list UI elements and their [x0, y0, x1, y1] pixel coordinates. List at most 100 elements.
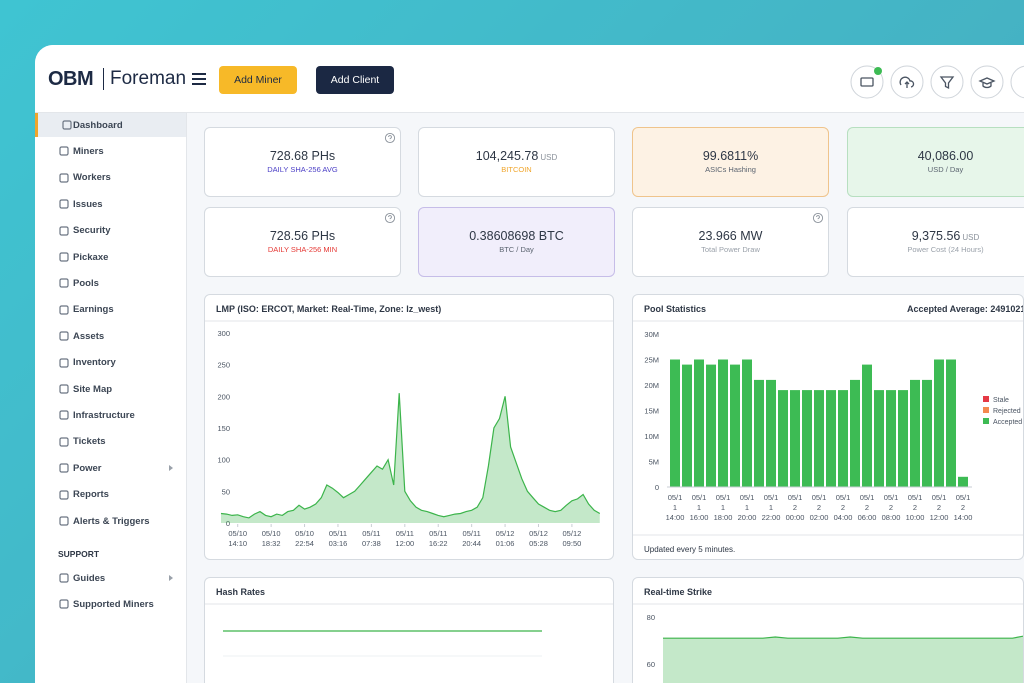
logo-divider	[103, 68, 104, 90]
x-tick-label: 05/1	[740, 493, 755, 502]
info-circle	[384, 212, 396, 224]
chart-title: Hash Rates	[216, 587, 265, 597]
info-circle	[812, 212, 824, 224]
nav-label: Dashboard	[73, 119, 123, 131]
nav-item[interactable]: Earnings	[35, 298, 186, 322]
bar	[910, 379, 920, 487]
add-miner-button[interactable]: Add Miner	[219, 66, 297, 94]
line	[663, 635, 1023, 639]
nav-item[interactable]: Assets	[35, 324, 186, 348]
stat-value: 0.38608698 BTC	[419, 229, 614, 243]
info-icon[interactable]	[384, 212, 396, 224]
bar	[946, 359, 956, 487]
x-tick-label: 12:00	[930, 513, 949, 522]
nav-icon-shape	[59, 599, 69, 609]
account-icon[interactable]	[1010, 65, 1024, 99]
notification-dot	[874, 67, 882, 75]
nav-item[interactable]: Dashboard	[35, 113, 186, 137]
nav-label: Workers	[73, 172, 111, 184]
bar	[718, 359, 728, 487]
nav-icon	[59, 599, 69, 609]
x-tick-label: 18:32	[262, 539, 281, 548]
stat-value: 23.966 MW	[633, 229, 828, 243]
y-tick-label: 5M	[649, 458, 659, 467]
nav-icon-shape	[59, 252, 69, 262]
y-tick-label: 80	[647, 613, 655, 622]
nav-icon	[59, 252, 69, 262]
learn-icon[interactable]	[970, 65, 1004, 99]
line	[220, 393, 601, 519]
nav-icon-shape	[59, 384, 69, 394]
info-circle	[384, 132, 396, 144]
bar	[742, 359, 752, 487]
bar	[814, 390, 824, 487]
bar	[838, 390, 848, 487]
nav-item[interactable]: Pools	[35, 271, 186, 295]
nav-label: Security	[73, 225, 111, 237]
stat-value: 728.68 PHs	[205, 149, 400, 163]
tickets-icon[interactable]	[850, 65, 884, 99]
x-tick-label: 09:50	[563, 539, 582, 548]
x-tick-label: 05/1	[716, 493, 731, 502]
nav-icon	[59, 489, 69, 500]
menu-toggle[interactable]	[191, 72, 207, 86]
nav-item[interactable]: Reports	[35, 483, 186, 507]
y-tick-label: 100	[217, 456, 230, 465]
stat-card: 728.56 PHs DAILY SHA-256 MIN	[204, 207, 401, 277]
y-tick-label: 200	[217, 392, 230, 401]
info-icon[interactable]	[384, 132, 396, 144]
nav-item[interactable]: Inventory	[35, 351, 186, 375]
nav-item[interactable]: Workers	[35, 166, 186, 190]
bar	[826, 390, 836, 487]
y-tick-label: 10M	[644, 432, 659, 441]
nav-item[interactable]: Supported Miners	[35, 592, 186, 616]
nav-icon	[59, 437, 69, 447]
nav-section: SUPPORT	[58, 549, 100, 559]
x-tick-label: 05/10	[228, 529, 247, 538]
nav-item[interactable]: Issues	[35, 192, 186, 216]
nav-icon	[59, 410, 69, 420]
nav-item[interactable]: Miners	[35, 139, 186, 163]
chart-footer: Updated every 5 minutes.	[644, 545, 735, 554]
nav-icon-shape	[59, 173, 69, 183]
chart-panel: Real-time Strike 60 80	[632, 577, 1024, 683]
nav-item[interactable]: Infrastructure	[35, 403, 186, 427]
nav-icon	[59, 146, 69, 156]
nav-item[interactable]: Pickaxe	[35, 245, 186, 269]
bar	[898, 390, 908, 487]
stat-value: 728.56 PHs	[205, 229, 400, 243]
x-tick-label: 1	[769, 503, 773, 512]
info-icon[interactable]	[812, 212, 824, 224]
x-tick-label: 05/1	[668, 493, 683, 502]
x-tick-label: 05/11	[463, 529, 481, 538]
nav-icon-shape	[59, 305, 69, 315]
stat-label: Power Cost (24 Hours)	[907, 245, 984, 254]
y-tick-label: 150	[217, 424, 230, 433]
nav-item[interactable]: Power	[35, 456, 186, 480]
x-tick-label: 05/1	[884, 493, 899, 502]
stat-number: 728.68 PHs	[269, 149, 336, 163]
nav-icon	[59, 331, 69, 341]
y-tick-label: 25M	[644, 356, 659, 365]
nav-item[interactable]: Tickets	[35, 430, 186, 454]
x-tick-label: 05/11	[429, 529, 447, 538]
stat-card: 728.68 PHs DAILY SHA-256 AVG	[204, 127, 401, 197]
chart-title: Real-time Strike	[644, 587, 712, 597]
x-tick-label: 05/11	[362, 529, 380, 538]
x-tick-label: 20:44	[462, 539, 481, 548]
bar	[766, 379, 776, 487]
filter-icon[interactable]	[930, 65, 964, 99]
nav-icon	[59, 305, 69, 315]
bar	[682, 364, 692, 487]
stat-label: BITCOIN	[501, 165, 532, 174]
bar	[802, 390, 812, 487]
nav-item[interactable]: Security	[35, 219, 186, 243]
bar	[874, 390, 884, 487]
nav-icon	[59, 516, 69, 526]
add-client-button[interactable]: Add Client	[316, 66, 394, 94]
nav-item[interactable]: Site Map	[35, 377, 186, 401]
nav-item[interactable]: Guides	[35, 566, 186, 590]
legend-swatch	[983, 396, 989, 402]
nav-item[interactable]: Alerts & Triggers	[35, 509, 186, 533]
submenu-arrow	[169, 575, 173, 581]
